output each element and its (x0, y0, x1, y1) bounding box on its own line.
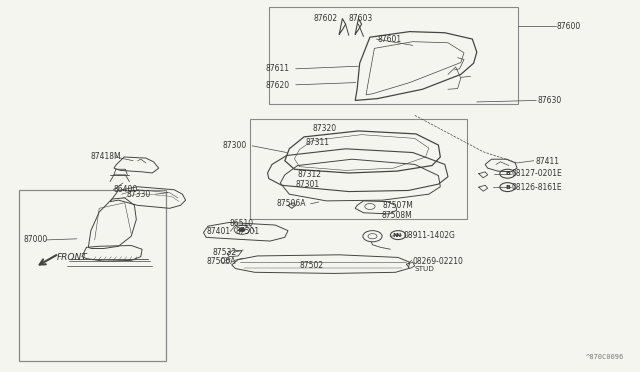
Text: 87630: 87630 (538, 96, 562, 105)
Text: 87508M: 87508M (381, 211, 412, 219)
Text: 87411: 87411 (535, 157, 559, 166)
Text: 87501: 87501 (236, 227, 260, 236)
Text: 08911-1402G: 08911-1402G (403, 231, 455, 240)
Text: 87330: 87330 (127, 190, 151, 199)
Text: 87601: 87601 (378, 35, 402, 44)
Text: 87312: 87312 (298, 170, 322, 179)
Text: 87300: 87300 (223, 141, 247, 150)
Text: 87502: 87502 (300, 262, 324, 270)
Bar (250, 119, 467, 219)
Text: ^870C0096: ^870C0096 (586, 354, 624, 360)
Text: 87418M: 87418M (91, 153, 122, 161)
Text: 87600: 87600 (557, 22, 581, 31)
Text: FRONT: FRONT (57, 253, 88, 262)
Text: B: B (505, 171, 510, 176)
Text: 08127-0201E: 08127-0201E (512, 169, 563, 178)
Text: 08126-8161E: 08126-8161E (512, 183, 563, 192)
Bar (19, 190, 166, 361)
Text: 87507M: 87507M (383, 201, 413, 210)
Text: 87000: 87000 (24, 235, 48, 244)
Text: 87532: 87532 (212, 248, 237, 257)
Bar (269, 7, 518, 104)
Text: 87506A: 87506A (276, 199, 306, 208)
Text: 87611: 87611 (266, 64, 289, 73)
Text: N: N (396, 232, 401, 238)
Text: 87401: 87401 (206, 227, 230, 236)
Text: 87620: 87620 (266, 81, 290, 90)
Text: 86510: 86510 (229, 219, 253, 228)
Text: 87603: 87603 (349, 14, 373, 23)
Text: B: B (505, 185, 510, 190)
Text: N: N (393, 232, 398, 238)
Text: 08269-02210: 08269-02210 (413, 257, 463, 266)
Text: 87602: 87602 (314, 14, 338, 23)
Text: 87506A: 87506A (206, 257, 236, 266)
Text: 86400: 86400 (114, 185, 138, 194)
Text: 87311: 87311 (306, 138, 330, 147)
Text: 87301: 87301 (296, 180, 320, 189)
Text: STUD: STUD (415, 266, 435, 272)
Circle shape (239, 228, 245, 232)
Text: 87320: 87320 (312, 124, 337, 133)
